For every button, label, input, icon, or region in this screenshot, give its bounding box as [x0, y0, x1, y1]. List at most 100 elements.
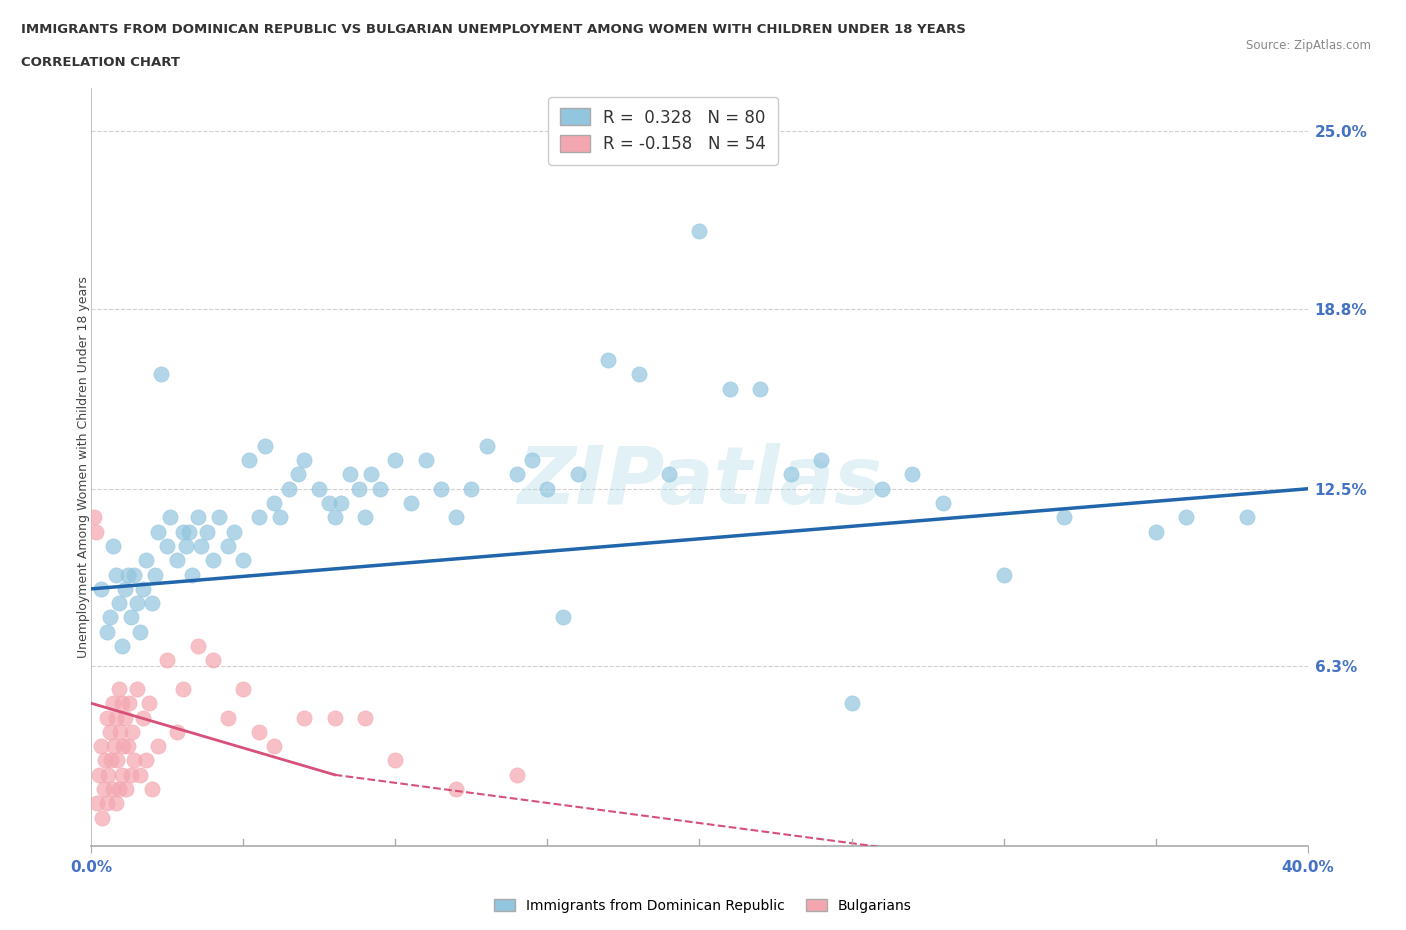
Point	[111, 696, 134, 711]
Point	[118, 696, 141, 711]
Point	[287, 467, 309, 482]
Point	[141, 781, 163, 796]
Point	[117, 738, 139, 753]
Point	[101, 538, 124, 553]
Point	[1175, 510, 1198, 525]
Point	[135, 753, 157, 768]
Point	[180, 567, 202, 582]
Point	[208, 510, 231, 525]
Point	[177, 525, 200, 539]
Point	[117, 567, 139, 582]
Text: CORRELATION CHART: CORRELATION CHART	[21, 56, 180, 69]
Point	[112, 738, 135, 753]
Point	[159, 510, 181, 525]
Point	[658, 467, 681, 482]
Point	[993, 567, 1015, 582]
Point	[232, 552, 254, 567]
Point	[323, 711, 346, 725]
Point	[135, 552, 157, 567]
Point	[143, 567, 166, 582]
Point	[156, 538, 179, 553]
Point	[354, 711, 377, 725]
Point	[156, 653, 179, 668]
Point	[232, 682, 254, 697]
Point	[202, 552, 225, 567]
Point	[217, 538, 239, 553]
Point	[97, 767, 120, 782]
Point	[104, 567, 127, 582]
Point	[110, 724, 132, 739]
Point	[125, 682, 148, 697]
Point	[263, 738, 285, 753]
Point	[323, 510, 346, 525]
Point	[318, 496, 340, 511]
Point	[263, 496, 285, 511]
Point	[399, 496, 422, 511]
Point	[1144, 525, 1167, 539]
Point	[104, 796, 127, 811]
Point	[174, 538, 197, 553]
Point	[779, 467, 801, 482]
Point	[107, 781, 129, 796]
Point	[253, 438, 276, 453]
Point	[202, 653, 225, 668]
Point	[870, 482, 893, 497]
Point	[120, 767, 142, 782]
Point	[94, 753, 117, 768]
Point	[506, 767, 529, 782]
Point	[96, 796, 118, 811]
Point	[308, 482, 330, 497]
Point	[166, 724, 188, 739]
Point	[84, 525, 107, 539]
Point	[430, 482, 453, 497]
Point	[522, 453, 544, 468]
Point	[506, 467, 529, 482]
Point	[238, 453, 260, 468]
Point	[96, 624, 118, 639]
Point	[121, 724, 143, 739]
Point	[841, 696, 863, 711]
Point	[132, 581, 155, 596]
Point	[444, 781, 467, 796]
Point	[172, 682, 194, 697]
Point	[444, 510, 467, 525]
Point	[329, 496, 352, 511]
Point	[129, 767, 152, 782]
Point	[536, 482, 558, 497]
Point	[1053, 510, 1076, 525]
Point	[125, 596, 148, 611]
Point	[247, 724, 270, 739]
Point	[551, 610, 574, 625]
Point	[150, 367, 173, 382]
Point	[224, 525, 246, 539]
Point	[132, 711, 155, 725]
Point	[111, 639, 134, 654]
Point	[122, 753, 145, 768]
Point	[111, 767, 134, 782]
Point	[107, 596, 129, 611]
Point	[91, 810, 114, 825]
Legend: R =  0.328   N = 80, R = -0.158   N = 54: R = 0.328 N = 80, R = -0.158 N = 54	[548, 97, 778, 165]
Point	[103, 738, 125, 753]
Point	[107, 682, 129, 697]
Point	[190, 538, 212, 553]
Point	[195, 525, 218, 539]
Point	[129, 624, 152, 639]
Point	[115, 781, 138, 796]
Point	[567, 467, 589, 482]
Legend: Immigrants from Dominican Republic, Bulgarians: Immigrants from Dominican Republic, Bulg…	[489, 894, 917, 919]
Point	[415, 453, 437, 468]
Point	[217, 711, 239, 725]
Point	[93, 781, 115, 796]
Point	[931, 496, 953, 511]
Point	[269, 510, 291, 525]
Point	[598, 352, 620, 367]
Point	[104, 711, 127, 725]
Point	[101, 696, 124, 711]
Point	[187, 510, 209, 525]
Point	[1236, 510, 1258, 525]
Point	[86, 796, 108, 811]
Point	[89, 581, 111, 596]
Text: ZIPatlas: ZIPatlas	[517, 444, 882, 522]
Point	[460, 482, 482, 497]
